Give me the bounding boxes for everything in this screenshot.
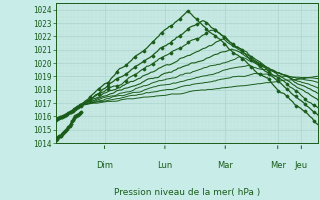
- Text: Pression niveau de la mer( hPa ): Pression niveau de la mer( hPa ): [114, 188, 260, 197]
- Text: Mar: Mar: [217, 161, 233, 170]
- Text: Dim: Dim: [96, 161, 113, 170]
- Text: Lun: Lun: [157, 161, 172, 170]
- Text: Jeu: Jeu: [295, 161, 308, 170]
- Text: Mer: Mer: [270, 161, 286, 170]
